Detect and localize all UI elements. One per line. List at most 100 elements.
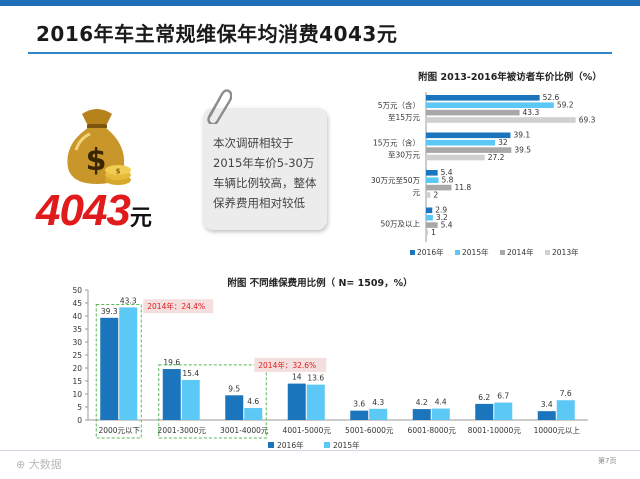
car-price-legend-swatch: [455, 250, 460, 255]
cost-y-tick-label: 10: [72, 390, 82, 399]
car-price-bar: [426, 147, 512, 153]
top-accent-bar: [0, 0, 640, 6]
car-price-data-label: 5.4: [441, 220, 453, 229]
cost-category-label: 4001-5000元: [283, 426, 332, 435]
car-price-bar: [426, 229, 429, 236]
watermark: ⊕ 大数据: [16, 456, 62, 472]
cost-bar: [100, 317, 119, 420]
cost-category-label: 6001-8000元: [408, 426, 457, 435]
cost-y-tick-label: 5: [77, 403, 82, 412]
car-price-data-label: 5.4: [441, 168, 453, 177]
cost-data-label: 4.3: [372, 398, 384, 407]
car-price-bar: [426, 154, 485, 161]
car-price-bar: [426, 170, 438, 176]
car-price-category-label: 至15万元: [388, 113, 421, 122]
cost-chart-title: 附图 不同维保费用比例（ N= 1509，%）: [227, 277, 412, 289]
cost-bar: [306, 384, 325, 420]
car-price-legend-swatch: [500, 250, 505, 255]
cost-y-tick-label: 30: [72, 338, 82, 347]
car-price-bar: [426, 207, 433, 214]
car-price-category-label: 元: [413, 188, 421, 197]
cost-data-label: 3.6: [353, 400, 365, 409]
car-price-data-label: 3.2: [436, 213, 448, 222]
car-price-bar: [426, 132, 511, 139]
cost-bar: [412, 409, 431, 420]
car-price-bar: [426, 177, 439, 183]
car-price-legend-swatch: [410, 250, 415, 255]
cost-y-tick-label: 25: [72, 351, 82, 360]
car-price-data-label: 39.5: [514, 145, 531, 154]
page-title: 2016年车主常规维保年均消费4043元: [36, 22, 398, 46]
car-price-legend-label: 2016年: [417, 247, 444, 257]
cost-data-label: 7.6: [560, 389, 572, 398]
cost-category-label: 2001-3000元: [158, 426, 207, 435]
cost-y-tick-label: 15: [72, 377, 82, 386]
cost-category-label: 2000元以下: [98, 426, 140, 435]
car-price-bar: [426, 95, 540, 101]
cost-bar: [244, 408, 263, 420]
car-price-legend-label: 2014年: [507, 247, 534, 257]
svg-text:$: $: [86, 143, 107, 178]
car-price-category-label: 50万及以上: [380, 219, 420, 228]
annotation-bg: [143, 299, 214, 314]
footer-divider: [0, 450, 640, 451]
money-bag-icon: $ $: [67, 109, 131, 185]
cost-legend-label: 2015年: [333, 440, 360, 450]
cost-category-label: 5001-6000元: [345, 426, 394, 435]
car-price-bar: [426, 139, 496, 146]
car-price-data-label: 2: [433, 190, 438, 199]
car-price-bar: [426, 109, 520, 116]
cost-bar: [369, 408, 388, 420]
cost-category-label: 8001-10000元: [468, 426, 522, 435]
cost-y-tick-label: 50: [72, 286, 82, 295]
cost-legend-swatch: [268, 442, 274, 448]
cost-data-label: 14: [292, 373, 302, 382]
cost-y-tick-label: 35: [72, 325, 82, 334]
car-price-bar: [426, 184, 452, 191]
car-price-data-label: 5.8: [442, 176, 454, 185]
car-price-legend-label: 2013年: [552, 247, 579, 257]
car-price-data-label: 59.2: [557, 101, 574, 110]
car-price-category-label: 15万元（含）: [373, 137, 420, 147]
cost-data-label: 4.6: [247, 397, 259, 406]
car-price-category-label: 30万元至50万: [371, 176, 421, 185]
cost-bar: [119, 307, 138, 420]
cost-bar: [287, 383, 306, 420]
cost-bar: [475, 403, 494, 420]
watermark-text: 大数据: [28, 458, 62, 471]
car-price-bar: [426, 222, 438, 228]
annotation-2014-under-2000: 2014年：24.4%: [147, 301, 205, 311]
amount-number: 4043: [36, 186, 131, 235]
cost-category-label: 3001-4000元: [220, 426, 269, 435]
car-price-bar: [426, 214, 433, 221]
cost-bar: [537, 411, 556, 420]
highlight-box-under-2000: [95, 304, 142, 439]
car-price-data-label: 32: [498, 138, 508, 147]
watermark-icon: ⊕: [16, 458, 29, 471]
svg-text:$: $: [116, 168, 121, 176]
paperclip-icon: [207, 89, 232, 124]
car-price-data-label: 1: [431, 228, 436, 237]
car-price-legend-swatch: [545, 250, 550, 255]
cost-data-label: 43.3: [120, 296, 137, 305]
car-price-data-label: 2.9: [435, 206, 447, 215]
cost-data-label: 9.5: [228, 384, 240, 393]
cost-data-label: 4.4: [435, 398, 447, 407]
note-card: [203, 108, 327, 230]
annotation-2014-2001-4000: 2014年：32.6%: [258, 360, 316, 370]
car-price-data-label: 52.6: [543, 93, 560, 102]
cost-bar: [556, 400, 575, 420]
cost-data-label: 4.2: [416, 398, 428, 407]
amount-unit: 元: [129, 205, 152, 230]
cost-y-tick-label: 40: [72, 312, 82, 321]
page-number: 第7页: [598, 457, 617, 465]
cost-legend-swatch: [324, 442, 330, 448]
cost-bar: [494, 402, 513, 420]
cost-bar: [431, 408, 450, 420]
cost-data-label: 15.4: [182, 369, 199, 378]
annual-spend-amount: 4043元: [36, 186, 152, 236]
car-price-chart-title: 附图 2013-2016年被访者车价比例（%）: [418, 71, 602, 83]
cost-data-label: 6.2: [478, 393, 490, 402]
annotation-bg: [254, 357, 327, 372]
